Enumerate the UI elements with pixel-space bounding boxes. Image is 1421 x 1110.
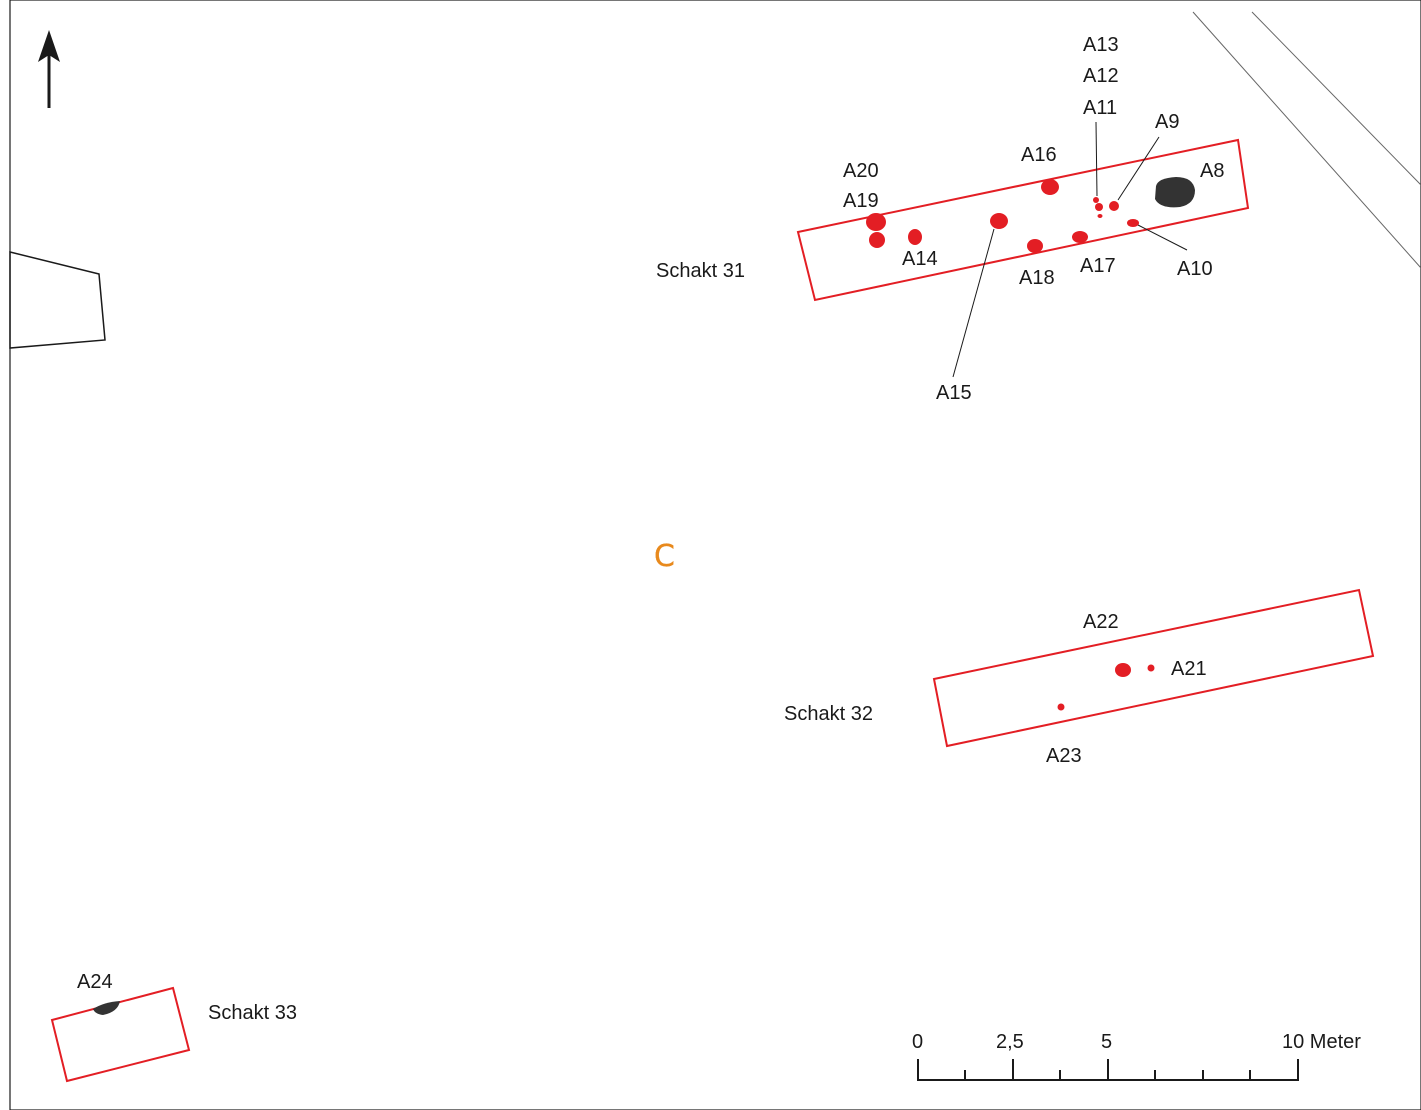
label-a23: A23 <box>1046 745 1082 767</box>
label-a24: A24 <box>77 971 113 993</box>
road-line <box>1192 11 1421 269</box>
feature-a9 <box>1109 201 1119 211</box>
map-frame <box>9 0 1421 1110</box>
label-a19: A19 <box>843 190 879 212</box>
feature-a24 <box>93 1001 120 1015</box>
feature-a23 <box>1057 703 1065 711</box>
feature-a15 <box>990 213 1008 229</box>
label-a11: A11 <box>1083 97 1117 119</box>
area-label: C <box>654 539 675 574</box>
label-a18: A18 <box>1019 267 1055 289</box>
feature-a21 <box>1147 664 1155 672</box>
scale-tick-2-5: 2,5 <box>996 1031 1024 1053</box>
feature-a12 <box>1093 197 1099 203</box>
scale-tick-5: 5 <box>1101 1031 1112 1053</box>
label-a13: A13 <box>1083 34 1119 56</box>
label-a12: A12 <box>1083 65 1119 87</box>
label-a14: A14 <box>902 248 938 270</box>
label-a16: A16 <box>1021 144 1057 166</box>
feature-a18 <box>1027 239 1043 253</box>
trench-33-label: Schakt 33 <box>208 1002 297 1024</box>
trench-32-outline <box>932 588 1375 748</box>
label-a9: A9 <box>1155 111 1179 133</box>
label-a21: A21 <box>1171 658 1207 680</box>
scale-tick-10: 10 Meter <box>1282 1031 1361 1053</box>
feature-a16 <box>1041 179 1059 195</box>
feature-a13 <box>1097 214 1103 218</box>
feature-a14 <box>908 229 922 245</box>
feature-a10 <box>1127 219 1139 227</box>
leader-a9 <box>1117 136 1160 201</box>
leader-a10 <box>1137 224 1188 251</box>
label-a10: A10 <box>1177 258 1213 280</box>
feature-a19 <box>869 232 885 248</box>
trench-33-outline <box>50 986 191 1083</box>
road-line <box>1251 11 1421 186</box>
label-a17: A17 <box>1080 255 1116 277</box>
feature-a11 <box>1095 203 1103 211</box>
leader-a11 <box>1095 121 1098 197</box>
building-outline <box>9 251 106 349</box>
trench-32-label: Schakt 32 <box>784 703 873 725</box>
scale-tick-0: 0 <box>912 1031 923 1053</box>
feature-a22 <box>1115 663 1131 677</box>
trench-31-outline <box>796 138 1250 302</box>
feature-a8 <box>1155 177 1195 208</box>
feature-a20 <box>866 213 886 231</box>
label-a8: A8 <box>1200 160 1224 182</box>
trench-31-label: Schakt 31 <box>656 260 745 282</box>
label-a15: A15 <box>936 382 972 404</box>
label-a22: A22 <box>1083 611 1119 633</box>
north-arrow-icon <box>38 30 60 108</box>
label-a20: A20 <box>843 160 879 182</box>
feature-a17 <box>1072 231 1088 243</box>
scale-bar <box>917 1059 1299 1081</box>
leader-a15 <box>952 228 995 378</box>
